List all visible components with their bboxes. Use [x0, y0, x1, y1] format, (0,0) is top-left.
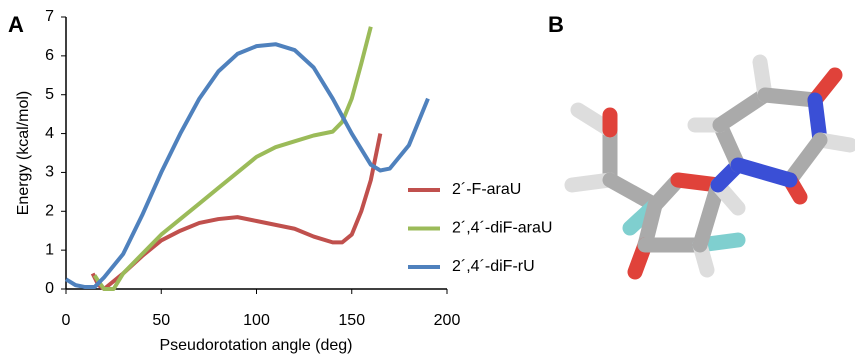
- x-tick-label: 0: [62, 312, 71, 329]
- legend-label: 2´-F-araU: [452, 181, 521, 198]
- x-tick-label: 150: [338, 312, 365, 329]
- panel-label: B: [548, 12, 564, 37]
- panel-label: A: [8, 12, 24, 37]
- x-tick-label: 200: [434, 312, 461, 329]
- legend-label: 2´,4´-diF-rU: [452, 258, 535, 275]
- y-tick-label: 2: [45, 203, 54, 220]
- y-axis-label: Energy (kcal/mol): [15, 91, 32, 215]
- x-tick-label: 50: [152, 312, 170, 329]
- y-tick-label: 6: [45, 47, 54, 64]
- y-tick-label: 0: [45, 280, 54, 297]
- series-line: [95, 27, 371, 289]
- x-tick-label: 100: [243, 312, 270, 329]
- y-tick-label: 4: [45, 125, 54, 142]
- y-tick-label: 7: [45, 8, 54, 25]
- y-tick-label: 5: [45, 86, 54, 103]
- y-tick-label: 1: [45, 241, 54, 258]
- figure: A B Energy (kcal/mol) Pseudorotation ang…: [0, 0, 855, 359]
- molecule: [572, 62, 850, 272]
- legend-label: 2´,4´-diF-araU: [452, 220, 552, 237]
- x-axis-label: Pseudorotation angle (deg): [159, 337, 352, 354]
- series-line: [93, 134, 381, 289]
- y-tick-label: 3: [45, 164, 54, 181]
